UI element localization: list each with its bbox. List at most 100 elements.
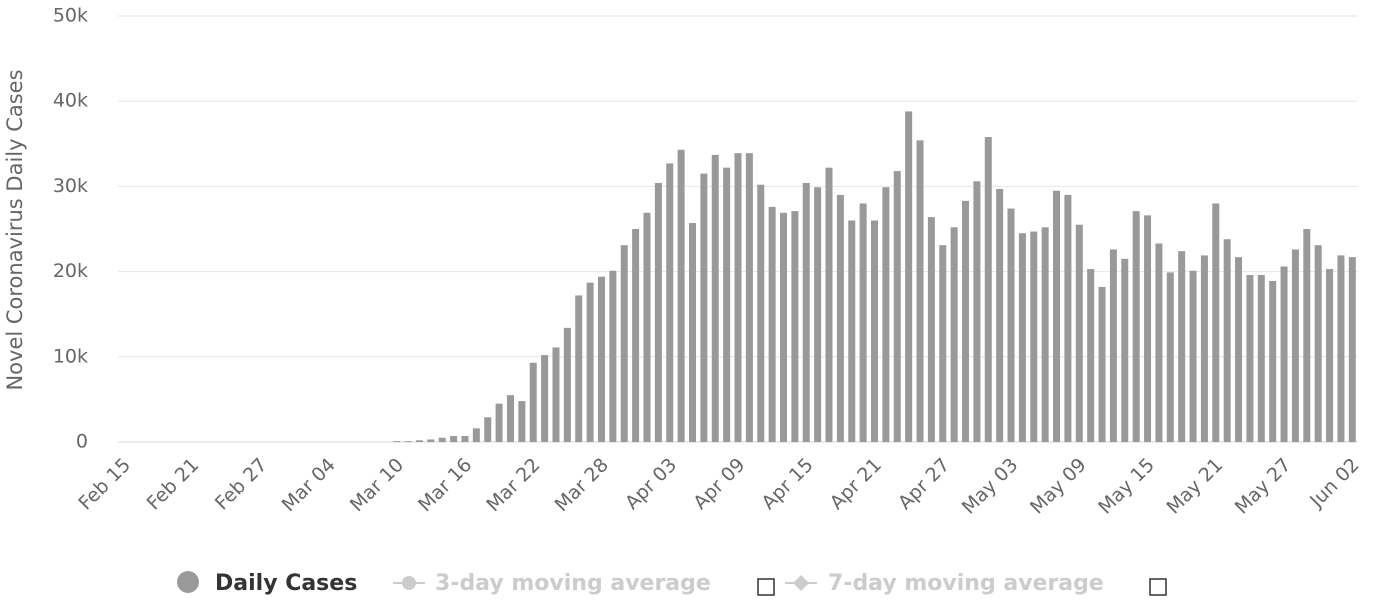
x-tick-label: Apr 09 bbox=[689, 454, 749, 514]
bar bbox=[1178, 251, 1186, 442]
legend-checkbox[interactable] bbox=[1149, 578, 1167, 596]
bar bbox=[734, 153, 742, 442]
x-tick-label: May 09 bbox=[1026, 454, 1091, 519]
bar bbox=[1212, 203, 1220, 442]
bar bbox=[1166, 272, 1174, 442]
bar bbox=[973, 181, 981, 442]
bar bbox=[1223, 239, 1231, 442]
bar bbox=[984, 136, 992, 442]
bar bbox=[1200, 255, 1208, 442]
y-tick-label: 0 bbox=[76, 431, 88, 453]
bar bbox=[996, 188, 1004, 442]
x-tick-label: Feb 21 bbox=[143, 454, 204, 515]
y-tick-label: 50k bbox=[53, 5, 88, 27]
bar bbox=[1053, 190, 1061, 442]
legend-label[interactable]: Daily Cases bbox=[215, 571, 357, 596]
x-tick-label: May 15 bbox=[1094, 454, 1159, 519]
legend-marker[interactable] bbox=[177, 571, 199, 593]
legend-marker[interactable] bbox=[793, 575, 809, 591]
bar bbox=[950, 227, 958, 442]
bar bbox=[415, 440, 423, 442]
bar bbox=[1144, 215, 1152, 442]
bar bbox=[1348, 257, 1356, 442]
legend-checkbox[interactable] bbox=[757, 578, 775, 596]
x-tick-label: Mar 10 bbox=[346, 454, 408, 516]
bar bbox=[484, 417, 492, 442]
bar bbox=[1314, 245, 1322, 442]
bar bbox=[1303, 229, 1311, 442]
bar bbox=[450, 436, 458, 442]
bar bbox=[939, 245, 947, 442]
y-tick-label: 20k bbox=[53, 260, 88, 282]
bar bbox=[1257, 275, 1265, 442]
bar bbox=[1075, 224, 1083, 442]
bar bbox=[1280, 266, 1288, 442]
bar bbox=[1109, 249, 1117, 442]
bar bbox=[1269, 280, 1277, 442]
bar bbox=[1189, 270, 1197, 442]
bar bbox=[916, 140, 924, 442]
bar bbox=[1235, 257, 1243, 442]
bar bbox=[836, 194, 844, 442]
bar bbox=[848, 220, 856, 442]
bar bbox=[1121, 258, 1129, 442]
bar bbox=[393, 441, 401, 442]
x-tick-label: May 03 bbox=[958, 454, 1023, 519]
bar bbox=[518, 401, 526, 442]
bar bbox=[802, 182, 810, 442]
bar bbox=[552, 347, 560, 442]
bar bbox=[472, 428, 480, 442]
bar bbox=[1155, 243, 1163, 442]
bar bbox=[962, 200, 970, 442]
bar bbox=[688, 223, 696, 442]
bar bbox=[1246, 275, 1254, 442]
bar bbox=[461, 436, 469, 442]
bar bbox=[1030, 231, 1038, 442]
bar bbox=[905, 111, 913, 442]
bar bbox=[882, 187, 890, 442]
bar bbox=[609, 270, 617, 442]
bar bbox=[927, 217, 935, 442]
bar bbox=[1326, 269, 1334, 442]
bar bbox=[768, 206, 776, 442]
bar bbox=[427, 439, 435, 442]
x-tick-label: Feb 27 bbox=[211, 454, 272, 515]
bar bbox=[620, 245, 628, 442]
bar bbox=[541, 355, 549, 442]
bar bbox=[1087, 269, 1095, 442]
bar bbox=[1018, 233, 1026, 442]
bar bbox=[723, 167, 731, 442]
bar bbox=[529, 362, 537, 442]
x-tick-label: Mar 28 bbox=[551, 454, 613, 516]
bar bbox=[438, 437, 446, 442]
bar bbox=[563, 327, 571, 442]
x-tick-label: Apr 15 bbox=[758, 454, 818, 514]
bar bbox=[586, 282, 594, 442]
bar bbox=[1041, 227, 1049, 442]
x-tick-label: May 27 bbox=[1231, 454, 1296, 519]
y-tick-label: 40k bbox=[53, 90, 88, 112]
bar bbox=[677, 149, 685, 443]
y-tick-label: 30k bbox=[53, 175, 88, 197]
bar bbox=[1337, 255, 1345, 442]
bar bbox=[1291, 249, 1299, 442]
bar bbox=[871, 220, 879, 442]
x-tick-label: Feb 15 bbox=[74, 454, 135, 515]
bar bbox=[1098, 286, 1106, 442]
x-tick-label: Jun 02 bbox=[1305, 454, 1364, 513]
bar bbox=[745, 153, 753, 442]
bar bbox=[654, 182, 662, 442]
bar bbox=[597, 276, 605, 442]
bar bbox=[666, 163, 674, 442]
x-tick-label: Mar 16 bbox=[414, 454, 476, 516]
x-tick-label: Apr 21 bbox=[826, 454, 886, 514]
x-tick-label: Apr 27 bbox=[894, 454, 954, 514]
bar bbox=[893, 171, 901, 442]
bar bbox=[757, 184, 765, 443]
x-tick-label: Mar 22 bbox=[482, 454, 544, 516]
legend-marker[interactable] bbox=[402, 576, 416, 590]
legend-label[interactable]: 3-day moving average bbox=[435, 571, 711, 596]
legend-label[interactable]: 7-day moving average bbox=[828, 571, 1104, 596]
bar bbox=[404, 441, 412, 442]
